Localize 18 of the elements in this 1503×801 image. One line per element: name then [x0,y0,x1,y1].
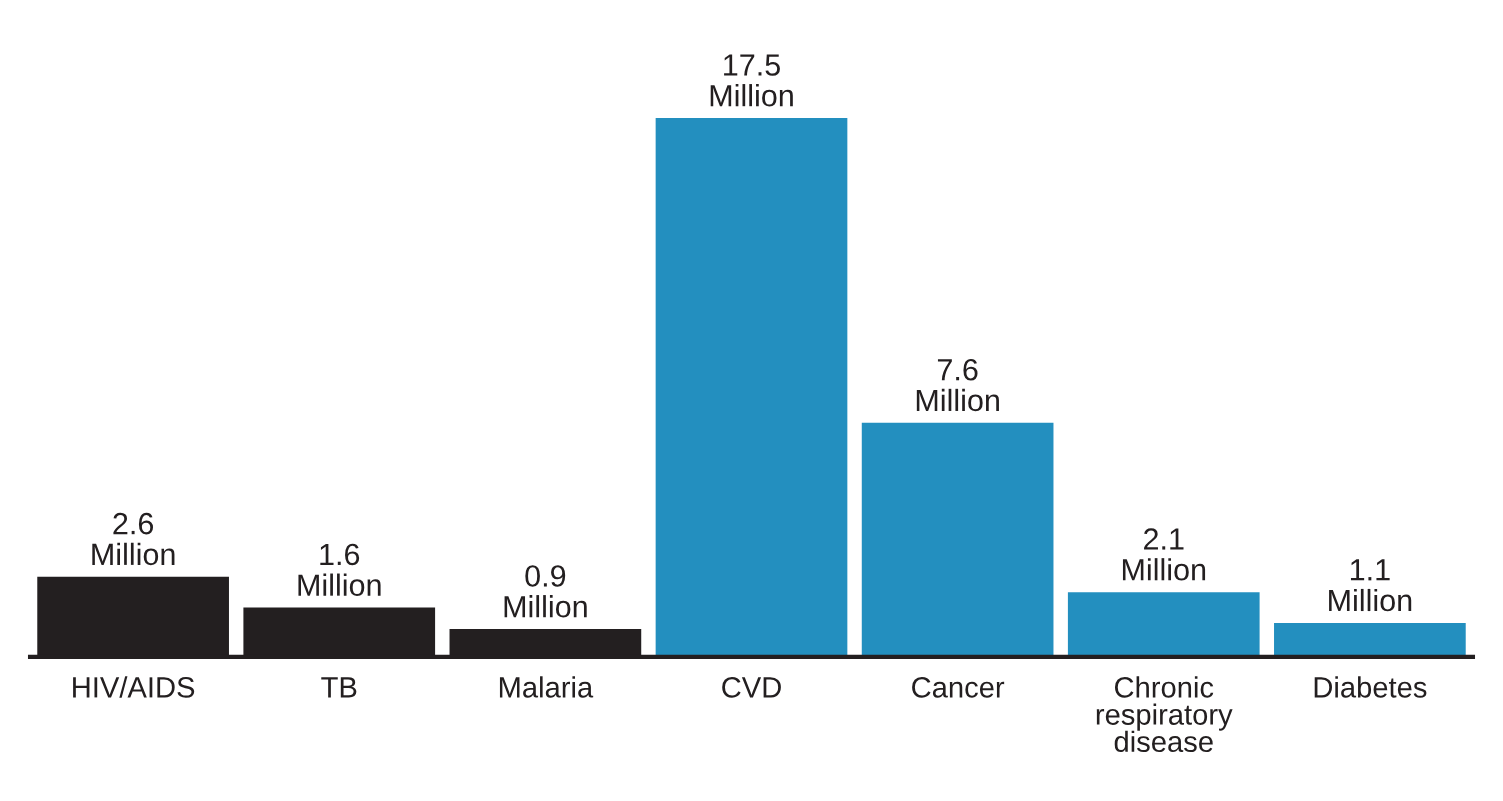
x-tick-label: Diabetes [1314,676,1427,698]
data-label: 2.6 Million [92,512,175,566]
data-label: 2.1 Million [1122,528,1206,581]
data-label: 1.6 Million [298,543,381,596]
x-tick-label: Cancer [912,677,1005,698]
data-label: 0.9 Million [504,565,587,618]
data-label: 1.1 Million [1329,559,1412,612]
x-tick-label: Malaria [499,676,594,698]
data-label: 7.6 Million [916,358,999,412]
x-tick-label: HIV/AIDS [73,676,195,698]
bar [1067,592,1260,657]
bar [655,118,848,657]
x-tick-label: TB [321,677,357,698]
x-tick-label: CVD [722,677,781,698]
bar [861,422,1054,657]
x-tick-label: Chronic respiratory disease [1096,676,1233,753]
data-label: 17.5 Million [710,54,793,107]
bar [1274,622,1466,657]
